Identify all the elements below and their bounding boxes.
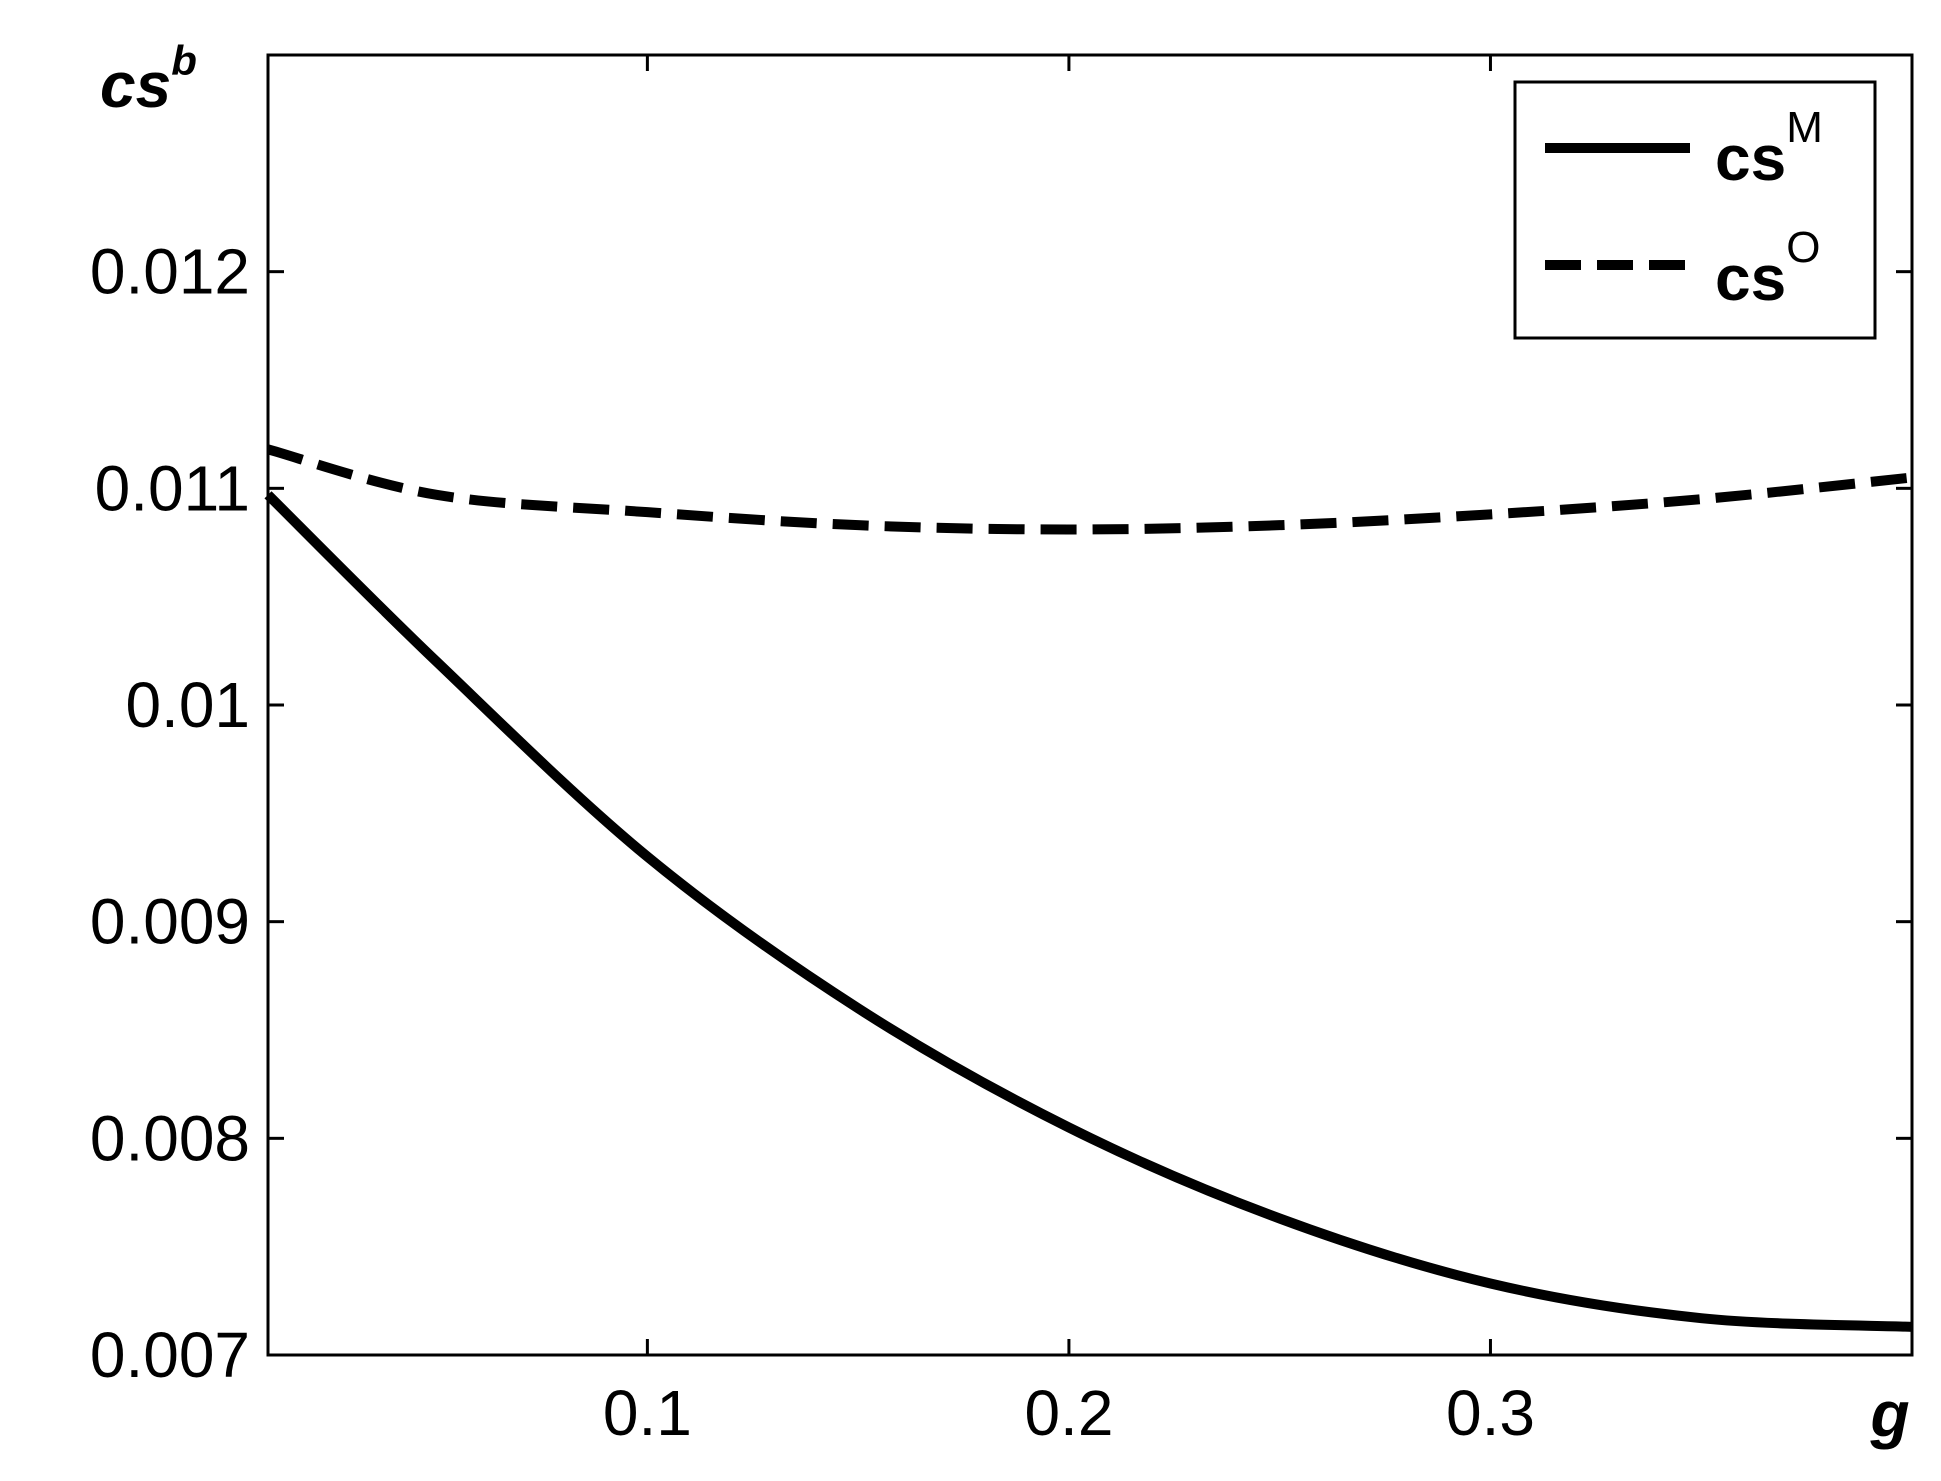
y-tick-label: 0.008	[90, 1102, 250, 1174]
legend-entry-cs-o-sup: O	[1786, 223, 1820, 272]
legend-entry-cs-m-sup: M	[1786, 103, 1823, 152]
x-tick-label: 0.2	[1024, 1377, 1113, 1449]
legend-entry-cs-m-base: cs	[1715, 122, 1786, 194]
series-cs-m-line	[264, 491, 1913, 1332]
legend-box	[1513, 80, 1877, 340]
x-tick-label: 0.1	[603, 1377, 692, 1449]
tick-labels: 0.1 0.2 0.3 0.007 0.008 0.009 0.01 0.011 0.012	[90, 236, 1535, 1449]
y-axis-label-sup: b	[171, 37, 197, 84]
y-tick-label: 0.009	[90, 886, 250, 958]
y-tick-label: 0.012	[90, 236, 250, 308]
ticks	[268, 55, 1912, 1357]
legend-entry-cs-o: csO	[1715, 223, 1820, 314]
legend-entry-cs-m: csM	[1715, 103, 1823, 194]
y-axis-label: csb	[100, 37, 197, 121]
series-cs-o-line	[266, 444, 1913, 535]
legend-entry-cs-o-base: cs	[1715, 242, 1786, 314]
y-tick-label: 0.01	[125, 669, 250, 741]
y-axis-label-base: cs	[100, 49, 171, 121]
series-layer	[264, 444, 1913, 1332]
legend: csM csO	[1513, 80, 1877, 340]
y-tick-label: 0.011	[95, 452, 250, 524]
x-axis-label: g	[1869, 1378, 1909, 1450]
x-tick-label: 0.3	[1446, 1377, 1535, 1449]
plot-area	[264, 53, 1914, 1357]
y-tick-label: 0.007	[90, 1319, 250, 1391]
